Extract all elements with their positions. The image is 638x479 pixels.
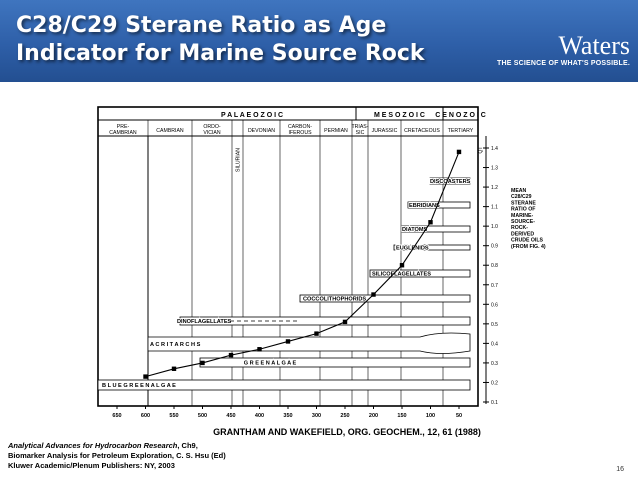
ratio-point	[285, 339, 291, 344]
ratio-point	[257, 347, 262, 352]
taxon-range	[401, 225, 471, 233]
age-tick-label: 200	[369, 413, 378, 419]
ratio-curve	[145, 151, 460, 378]
age-tick-label: 350	[283, 413, 292, 419]
age-tick-label: 450	[226, 413, 235, 419]
taxon-label: G R E E N A L G A E	[244, 361, 297, 367]
taxon-range	[393, 244, 471, 251]
ratio-point	[228, 352, 234, 358]
taxon-label: SILICOFLAGELLATES	[372, 272, 431, 278]
ratio-point	[314, 331, 319, 336]
taxon-label: DISCOASTERS	[430, 179, 471, 185]
citation-chapter: , Ch9,	[177, 441, 198, 450]
taxon-range	[369, 269, 471, 278]
ratio-tick-label: 0.8	[491, 263, 498, 269]
ratio-tick-label: 1.3	[491, 166, 498, 172]
period-label: CAMBRIAN	[156, 128, 184, 134]
period-label: CARBON-IFEROUS	[288, 124, 312, 136]
ratio-tick-label: 1.0	[491, 224, 498, 230]
page-number: 16	[616, 466, 624, 473]
period-label: DEVONIAN	[248, 128, 275, 134]
citation-publisher: Kluwer Academic/Plenum Publishers: NY, 2…	[8, 461, 175, 470]
taxon-label: DIATOMS	[402, 227, 428, 233]
period-label: CRETACEOUS	[404, 128, 440, 134]
ratio-tick-label: 0.2	[491, 380, 498, 386]
age-tick-label: 300	[312, 413, 321, 419]
period-label: SILURIAN	[236, 148, 242, 172]
age-tick-label: 550	[169, 413, 178, 419]
ratio-tick-label: 0.5	[491, 322, 498, 328]
ratio-point	[399, 263, 405, 268]
period-label: TRIAS-SIC	[351, 124, 368, 136]
ratio-point	[171, 366, 177, 371]
age-tick-label: 50	[456, 413, 462, 419]
citation: Analytical Advances for Hydrocarbon Rese…	[8, 441, 226, 471]
period-label: JURASSIC	[372, 128, 398, 134]
ratio-tick-label: 0.1	[491, 400, 498, 406]
ratio-tick-label: 1.2	[491, 185, 498, 191]
age-tick-label: 500	[198, 413, 207, 419]
age-tick-label: 250	[340, 413, 349, 419]
era-label: M E S O Z O I C	[374, 112, 425, 119]
age-ratio-figure: P A L A E O Z O I C M E S O Z O I C C E N …	[0, 90, 638, 440]
age-tick-label: 600	[141, 413, 150, 419]
logo-tagline: THE SCIENCE OF WHAT'S POSSIBLE.	[497, 60, 630, 67]
age-tick-label: 150	[397, 413, 406, 419]
taxon-range	[429, 177, 471, 185]
taxon-label: DINOFLAGELLATES	[177, 319, 232, 325]
ratio-point	[143, 374, 148, 379]
figure-reference: GRANTHAM AND WAKEFIELD, ORG. GEOCHEM., 1…	[213, 427, 481, 437]
taxon-range	[147, 332, 471, 354]
taxon-label: A C R I T A R C H S	[150, 342, 201, 348]
side-note: MEAN C28/C29 STERANE RATIO OF MARINE-SOURCE-…	[511, 188, 546, 250]
taxon-range	[299, 294, 471, 303]
ratio-tick-label: 0.4	[491, 341, 498, 347]
ratio-point	[200, 360, 205, 366]
ratio-tick-label: 0.6	[491, 302, 498, 308]
taxon-label: EBRIDIANS	[409, 203, 440, 209]
citation-book: Biomarker Analysis for Petroleum Explora…	[8, 451, 226, 460]
period-label: TERTIARY	[448, 128, 474, 134]
taxon-label: B L U E G R E E N A L G A E	[102, 383, 176, 389]
period-label: ORDO-VICIAN	[203, 124, 221, 136]
era-label: P A L A E O Z O I C	[221, 112, 283, 119]
waters-logo: Waters THE SCIENCE OF WHAT'S POSSIBLE.	[490, 31, 630, 68]
ratio-tick-label: 0.7	[491, 283, 498, 289]
era-label: C E N O Z O I C	[435, 112, 486, 119]
period-label: PERMIAN	[324, 128, 348, 134]
ratio-point	[428, 220, 433, 225]
ratio-point	[456, 149, 462, 155]
age-tick-label: 400	[255, 413, 264, 419]
taxon-label: COCCOLITHOPHORIDS	[303, 297, 366, 303]
ratio-point	[371, 292, 376, 297]
figure-svg: P A L A E O Z O I C M E S O Z O I C C E N …	[97, 106, 546, 437]
taxon-range	[199, 357, 471, 368]
age-tick-label: 650	[112, 413, 121, 419]
slide-title: C28/C29 Sterane Ratio as Age Indicator f…	[16, 13, 425, 66]
slide-header: C28/C29 Sterane Ratio as Age Indicator f…	[0, 0, 638, 82]
ratio-tick-label: 1.1	[491, 205, 498, 211]
ratio-point	[342, 319, 348, 325]
citation-source-title: Analytical Advances for Hydrocarbon Rese…	[8, 441, 178, 450]
logo-text: Waters	[558, 31, 630, 60]
axis-qt-label: QT	[478, 147, 484, 154]
ratio-tick-label: 0.3	[491, 361, 498, 367]
period-label: PRE-CAMBRIAN	[109, 124, 137, 136]
ratio-tick-label: 0.9	[491, 244, 498, 250]
taxon-range	[97, 379, 471, 391]
age-tick-label: 100	[426, 413, 435, 419]
taxon-range	[179, 316, 471, 326]
ratio-tick-label: 1.4	[491, 146, 498, 152]
